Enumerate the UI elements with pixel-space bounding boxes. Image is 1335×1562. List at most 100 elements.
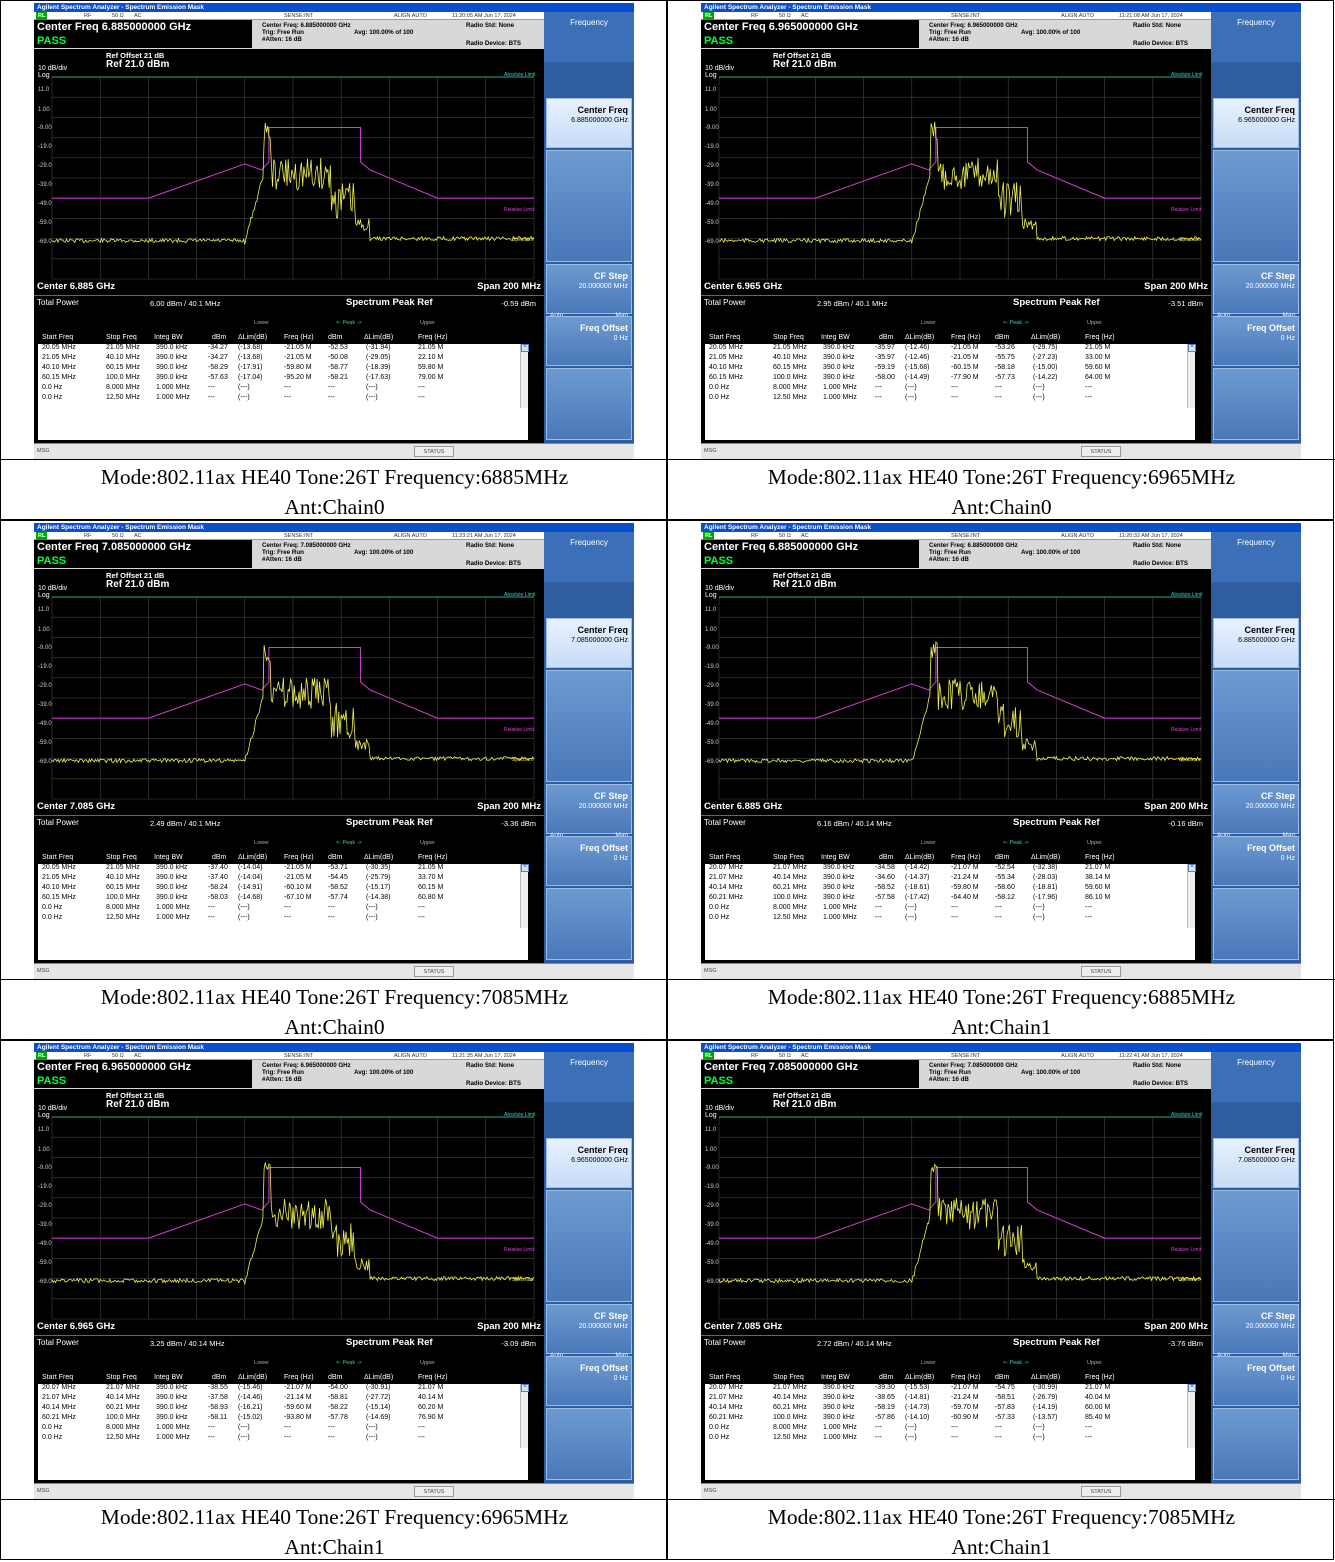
scroll-up-icon[interactable]: ^: [521, 344, 529, 352]
results-rows[interactable]: 20.05 MHz 21.05 MHz 390.0 kHz -37.40 (-14.04…: [38, 864, 529, 960]
table-scrollbar[interactable]: ^: [520, 344, 529, 408]
freq-offset-softkey[interactable]: Freq Offset 0 Hz: [546, 316, 632, 366]
table-cell: -93.80 M: [284, 1414, 312, 1421]
table-header: ΔLim(dB): [238, 1374, 268, 1381]
auto-option[interactable]: Auto: [1217, 312, 1230, 319]
table-cell: (---): [238, 904, 250, 911]
table-cell: ---: [208, 394, 215, 401]
cf-step-softkey[interactable]: CF Step 20.000000 MHz Auto Man: [1213, 264, 1299, 319]
freq-offset-softkey[interactable]: Freq Offset 0 Hz: [546, 836, 632, 886]
trigger-info: Center Freq: 6.965000000 GHz Trig: Free …: [262, 1062, 351, 1083]
freq-offset-softkey[interactable]: Freq Offset 0 Hz: [546, 1356, 632, 1406]
rl-badge[interactable]: RL: [703, 1052, 715, 1060]
table-cell: 79.00 M: [418, 374, 444, 381]
center-freq-softkey[interactable]: Center Freq 7.085000000 GHz: [546, 618, 632, 668]
softkey-panel: Frequency Center Freq 6.965000000 GHz CF…: [544, 1052, 634, 1483]
auto-option[interactable]: Auto: [550, 1352, 563, 1359]
spectrum-plot[interactable]: Ref Offset 21 dB Ref 21.0 dBm 10 dB/div …: [701, 49, 1211, 295]
softkey-value: 20.000000 MHz: [1245, 803, 1295, 810]
freq-offset-softkey[interactable]: Freq Offset 0 Hz: [1213, 1356, 1299, 1406]
scroll-up-icon[interactable]: ^: [1188, 344, 1196, 352]
scroll-up-icon[interactable]: ^: [1188, 864, 1196, 872]
caption-line-2: Ant:Chain0: [284, 1015, 385, 1039]
spectrum-plot[interactable]: Ref Offset 21 dB Ref 21.0 dBm 10 dB/div …: [34, 569, 544, 815]
center-freq-display[interactable]: Center Freq 6.885000000 GHz: [701, 540, 919, 554]
table-cell: -59.70 M: [951, 1404, 979, 1411]
scroll-up-icon[interactable]: ^: [521, 1384, 529, 1392]
results-rows[interactable]: 20.05 MHz 21.05 MHz 390.0 kHz -34.27 (-13.68…: [38, 344, 529, 440]
rl-badge[interactable]: RL: [36, 1052, 48, 1060]
freq-offset-softkey[interactable]: Freq Offset 0 Hz: [1213, 316, 1299, 366]
spectrum-plot[interactable]: Ref Offset 21 dB Ref 21.0 dBm 10 dB/div …: [34, 1089, 544, 1335]
table-cell: 21.05 MHz: [106, 864, 140, 871]
spectrum-plot[interactable]: Ref Offset 21 dB Ref 21.0 dBm 10 dB/div …: [34, 49, 544, 295]
center-freq-display[interactable]: Center Freq 6.965000000 GHz: [701, 20, 919, 34]
auto-option[interactable]: Auto: [550, 832, 563, 839]
results-rows[interactable]: 20.07 MHz 21.07 MHz 390.0 kHz -34.58 (-14.42…: [705, 864, 1196, 960]
table-cell: 1.000 MHz: [823, 394, 857, 401]
freq-offset-softkey[interactable]: Freq Offset 0 Hz: [1213, 836, 1299, 886]
status-label[interactable]: STATUS: [414, 966, 454, 977]
man-option[interactable]: Man: [615, 1352, 628, 1359]
results-rows[interactable]: 20.07 MHz 21.07 MHz 390.0 kHz -39.30 (-15.53…: [705, 1384, 1196, 1480]
results-rows[interactable]: 20.05 MHz 21.05 MHz 390.0 kHz -35.97 (-12.46…: [705, 344, 1196, 440]
avg-info: Avg: 100.00% of 100: [354, 1069, 414, 1076]
rl-badge[interactable]: RL: [703, 12, 715, 20]
cf-step-softkey[interactable]: CF Step 20.000000 MHz Auto Man: [1213, 1304, 1299, 1359]
status-label[interactable]: STATUS: [1081, 446, 1121, 457]
relative-limit-label: Relative Limit: [1171, 207, 1202, 213]
table-cell: 21.07 M: [418, 1384, 444, 1391]
scroll-up-icon[interactable]: ^: [1188, 1384, 1196, 1392]
table-scrollbar[interactable]: ^: [520, 1384, 529, 1448]
msg-label: MSG: [37, 968, 50, 974]
center-freq-softkey[interactable]: Center Freq 6.965000000 GHz: [1213, 98, 1299, 148]
rl-badge[interactable]: RL: [36, 532, 48, 540]
table-scrollbar[interactable]: ^: [1187, 1384, 1196, 1448]
lower-header: Lower: [254, 320, 269, 326]
center-freq-softkey[interactable]: Center Freq 6.885000000 GHz: [546, 98, 632, 148]
center-freq-display[interactable]: Center Freq 6.965000000 GHz: [34, 1060, 252, 1074]
auto-option[interactable]: Auto: [1217, 1352, 1230, 1359]
man-option[interactable]: Man: [615, 312, 628, 319]
softkey-label: Center Freq: [1244, 1145, 1295, 1155]
status-label[interactable]: STATUS: [1081, 966, 1121, 977]
man-option[interactable]: Man: [1282, 1352, 1295, 1359]
center-freq-display[interactable]: Center Freq 6.885000000 GHz: [34, 20, 252, 34]
center-freq-info: Center Freq: 6.965000000 GHz: [929, 22, 1018, 29]
table-cell: 21.05 MHz: [42, 874, 76, 881]
center-freq-softkey[interactable]: Center Freq 7.085000000 GHz: [1213, 1138, 1299, 1188]
spectrum-plot[interactable]: Ref Offset 21 dB Ref 21.0 dBm 10 dB/div …: [701, 1089, 1211, 1335]
rl-badge[interactable]: RL: [36, 12, 48, 20]
center-freq-display[interactable]: Center Freq 7.085000000 GHz: [34, 540, 252, 554]
table-scrollbar[interactable]: ^: [1187, 864, 1196, 928]
status-label[interactable]: STATUS: [414, 446, 454, 457]
status-label[interactable]: STATUS: [1081, 1486, 1121, 1497]
man-option[interactable]: Man: [615, 832, 628, 839]
center-readout: Center 6.885 GHz: [704, 801, 783, 812]
table-scrollbar[interactable]: ^: [1187, 344, 1196, 408]
auto-option[interactable]: Auto: [550, 312, 563, 319]
cf-step-softkey[interactable]: CF Step 20.000000 MHz Auto Man: [546, 784, 632, 839]
auto-option[interactable]: Auto: [1217, 832, 1230, 839]
center-freq-softkey[interactable]: Center Freq 6.885000000 GHz: [1213, 618, 1299, 668]
status-label[interactable]: STATUS: [414, 1486, 454, 1497]
man-option[interactable]: Man: [1282, 832, 1295, 839]
relative-limit-line: [719, 127, 1201, 199]
rl-badge[interactable]: RL: [703, 532, 715, 540]
table-cell: 390.0 kHz: [823, 1404, 855, 1411]
table-cell: (-27.72): [366, 1394, 391, 1401]
spectrum-plot[interactable]: Ref Offset 21 dB Ref 21.0 dBm 10 dB/div …: [701, 569, 1211, 815]
center-freq-softkey[interactable]: Center Freq 6.965000000 GHz: [546, 1138, 632, 1188]
center-freq-display[interactable]: Center Freq 7.085000000 GHz: [701, 1060, 919, 1074]
cf-step-softkey[interactable]: CF Step 20.000000 MHz Auto Man: [546, 1304, 632, 1359]
man-option[interactable]: Man: [1282, 312, 1295, 319]
table-cell: (-18.61): [905, 884, 930, 891]
table-row: 20.07 MHz 21.07 MHz 390.0 kHz -39.30 (-15.53…: [705, 1384, 1185, 1394]
cf-step-softkey[interactable]: CF Step 20.000000 MHz Auto Man: [546, 264, 632, 319]
results-rows[interactable]: 20.07 MHz 21.07 MHz 390.0 kHz -38.55 (-15.46…: [38, 1384, 529, 1480]
scroll-up-icon[interactable]: ^: [521, 864, 529, 872]
table-header: ΔLim(dB): [905, 334, 935, 341]
table-cell: 390.0 kHz: [156, 344, 188, 351]
table-scrollbar[interactable]: ^: [520, 864, 529, 928]
cf-step-softkey[interactable]: CF Step 20.000000 MHz Auto Man: [1213, 784, 1299, 839]
